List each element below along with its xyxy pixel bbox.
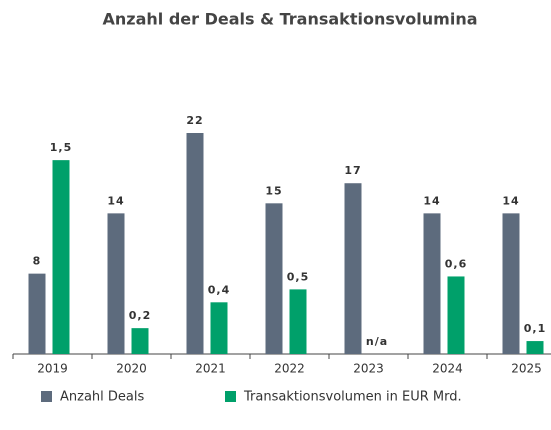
value-label: 0,2 — [129, 309, 152, 322]
bar — [210, 302, 228, 354]
bar — [423, 213, 441, 354]
legend-swatch — [41, 391, 52, 402]
x-tick-label: 2025 — [511, 362, 542, 376]
value-label: 1,5 — [50, 141, 73, 154]
bar — [107, 213, 125, 354]
legend-label: Transaktionsvolumen in EUR Mrd. — [243, 390, 462, 405]
bar — [186, 133, 204, 354]
bar — [289, 289, 307, 354]
value-label: 17 — [344, 164, 361, 177]
x-tick-label: 2020 — [116, 362, 147, 376]
value-label: 8 — [33, 255, 42, 268]
value-label: n/a — [366, 335, 388, 348]
x-tick-label: 2024 — [432, 362, 463, 376]
value-label: 0,4 — [208, 283, 231, 296]
value-label: 14 — [107, 194, 124, 207]
chart-title: Anzahl der Deals & Transaktionsvolumina — [103, 10, 478, 29]
bar — [344, 183, 362, 354]
bar — [447, 276, 465, 354]
legend-label: Anzahl Deals — [60, 390, 144, 405]
x-tick-label: 2021 — [195, 362, 226, 376]
value-label: 14 — [502, 194, 519, 207]
x-tick-label: 2023 — [353, 362, 384, 376]
value-label: 0,1 — [524, 322, 547, 335]
legend-swatch — [225, 391, 236, 402]
value-label: 0,5 — [287, 270, 310, 283]
value-label: 22 — [186, 114, 203, 127]
bar — [28, 273, 46, 354]
value-label: 0,6 — [445, 257, 468, 270]
x-tick-label: 2019 — [37, 362, 68, 376]
bar — [52, 160, 70, 354]
x-tick-label: 2022 — [274, 362, 305, 376]
bar — [526, 341, 544, 354]
bar — [131, 328, 149, 354]
bar — [265, 203, 283, 354]
value-label: 15 — [265, 184, 282, 197]
bar — [502, 213, 520, 354]
value-label: 14 — [423, 194, 440, 207]
